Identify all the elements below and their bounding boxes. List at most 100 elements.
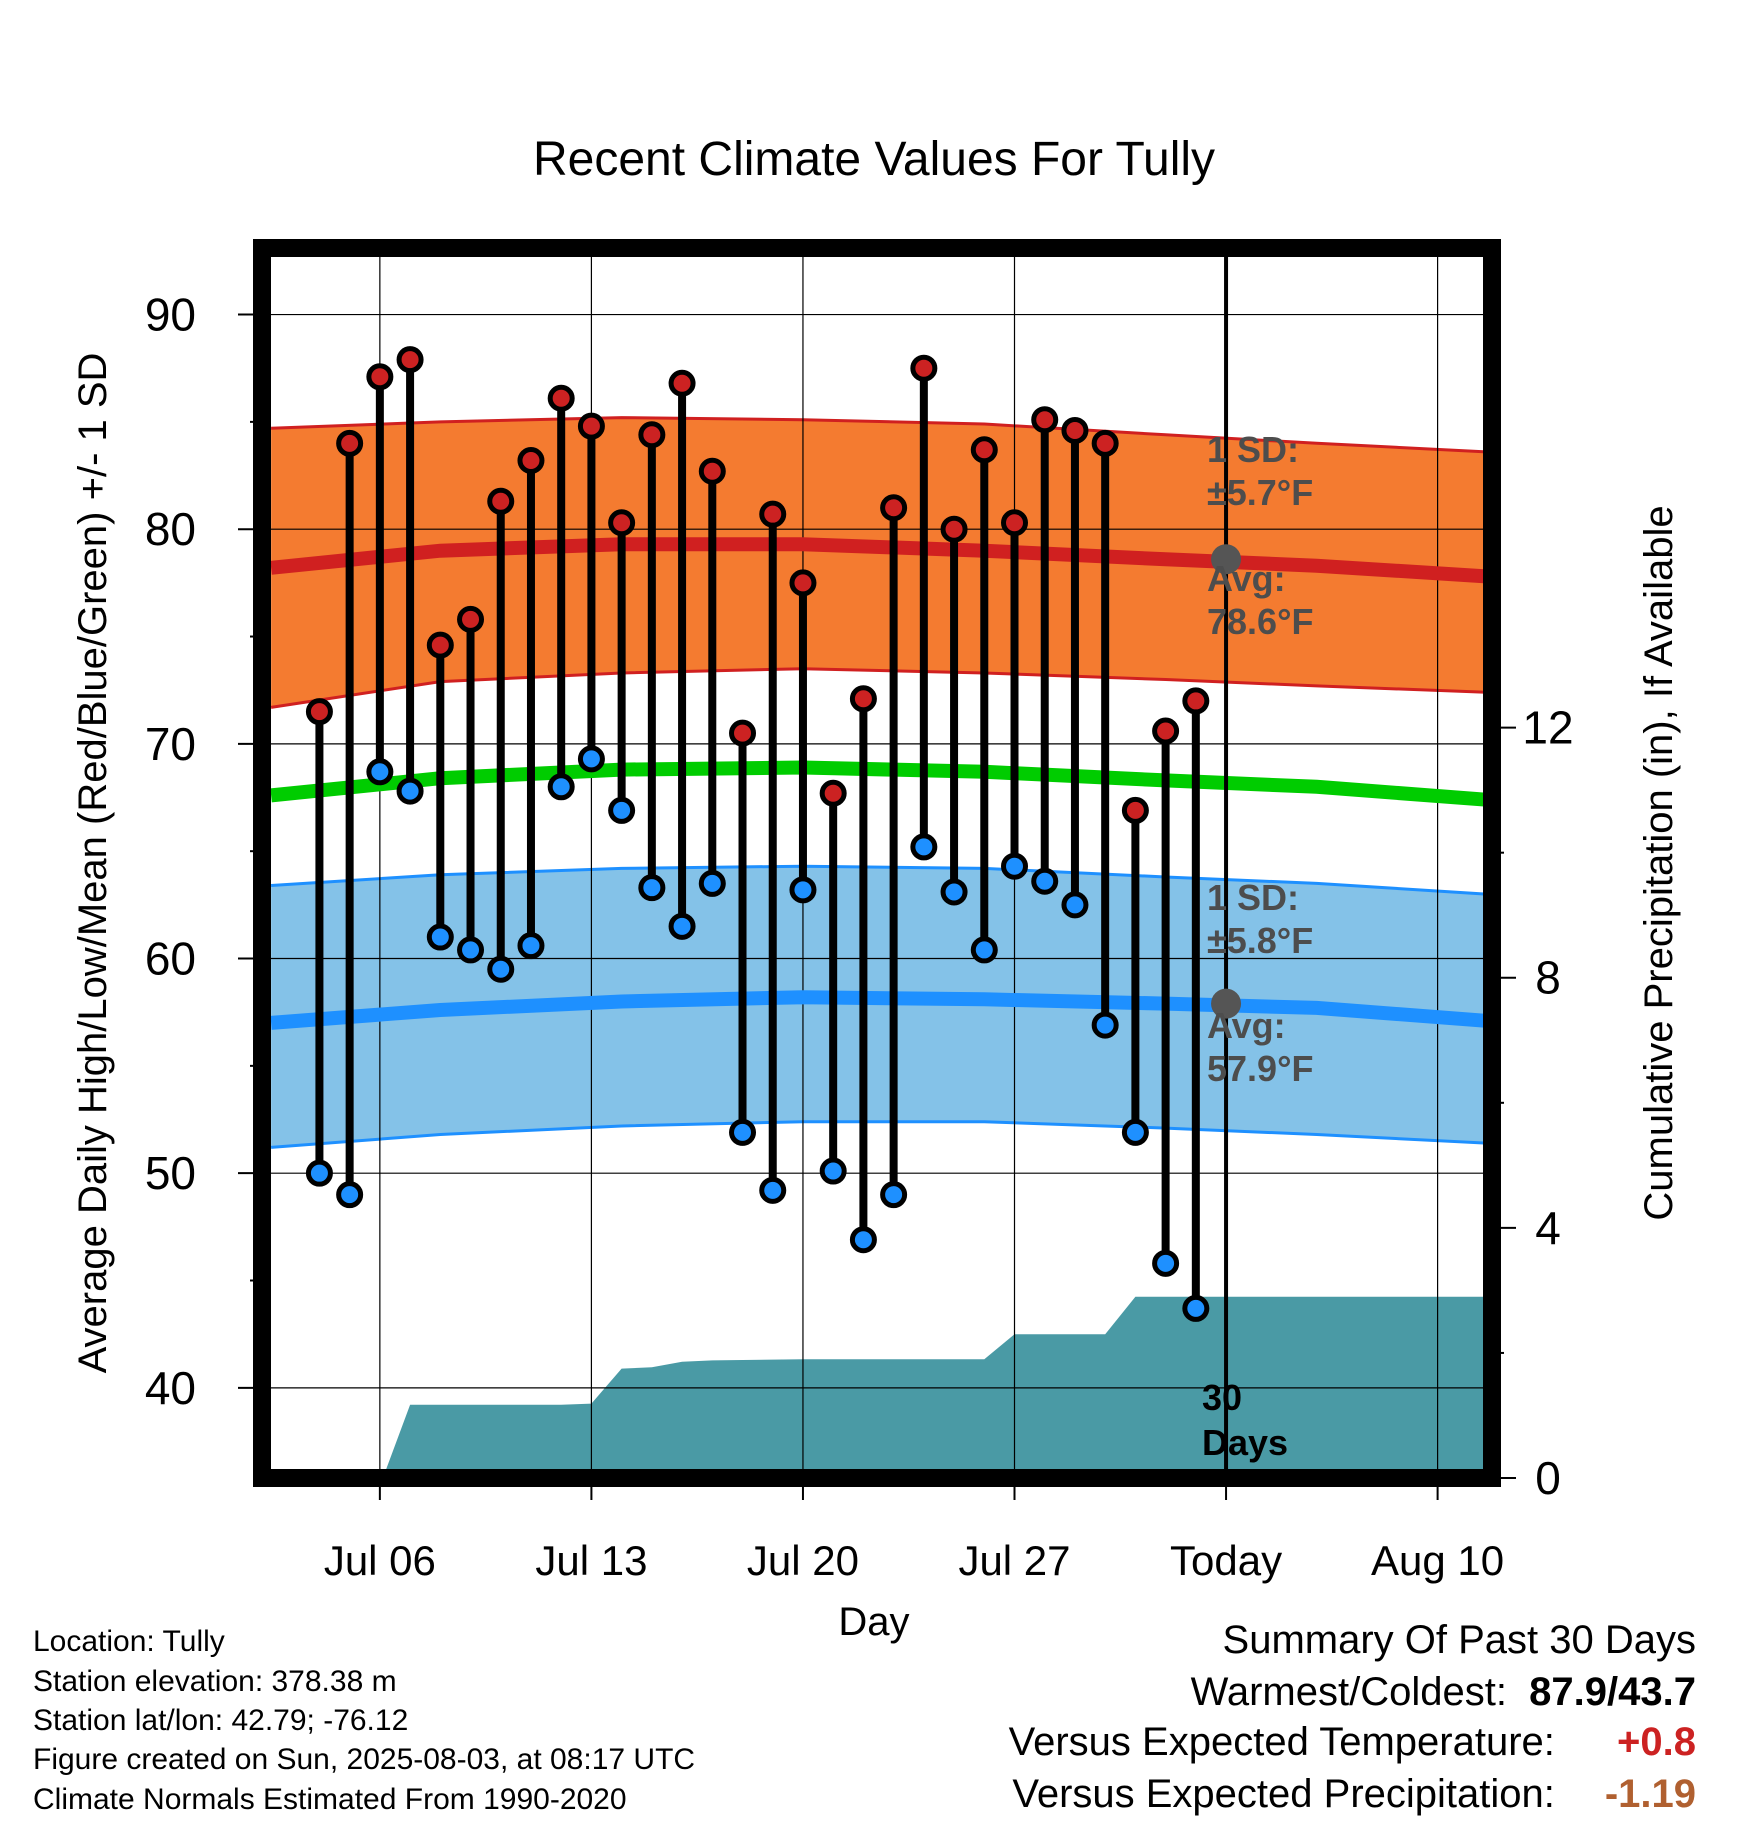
high-temp-point (698, 457, 726, 485)
info-elevation: Station elevation: 378.38 m (33, 1665, 397, 1698)
high-temp-point (577, 412, 605, 440)
y-axis-label: Average Daily High/Low/Mean (Red/Blue/Gr… (71, 353, 115, 1374)
low-temp-point (849, 1226, 877, 1254)
high-temp-point (336, 429, 364, 457)
summary-warm-cold: Warmest/Coldest: 87.9/43.7 (1191, 1670, 1696, 1715)
summary-temp-label: Versus Expected Temperature: (1008, 1720, 1555, 1764)
x-tick-label: Jul 20 (747, 1537, 859, 1584)
high-sd-band (271, 417, 1487, 708)
low-temp-point (1061, 891, 1089, 919)
low-temp-point (698, 869, 726, 897)
y-tick-label: 70 (145, 718, 196, 770)
high-temp-point (819, 779, 847, 807)
x-tick-label: Aug 10 (1371, 1537, 1504, 1584)
today-high-avg-point (1211, 544, 1242, 575)
high-temp-point (487, 487, 515, 515)
low-temp-point (305, 1159, 333, 1187)
high-temp-point (517, 447, 545, 475)
low-temp-point (910, 833, 938, 861)
low-temp-point (336, 1181, 364, 1209)
summary-warm-cold-label: Warmest/Coldest: (1190, 1670, 1507, 1714)
high-temp-point (305, 698, 333, 726)
axes: 40 50 60 70 80 90 0 4 8 12 Jul 06 Jul 13 Jul 20 Jul 2… (145, 289, 1574, 1584)
high-temp-point (1152, 717, 1180, 745)
high-temp-point (880, 494, 908, 522)
low-sd-band (271, 866, 1487, 1148)
high-temp-point (729, 719, 757, 747)
y-tick-label: 80 (145, 503, 196, 555)
high-temp-point (940, 515, 968, 543)
y2-tick-label: 4 (1535, 1202, 1561, 1254)
summary-temp-value: +0.8 (1617, 1720, 1696, 1764)
info-normals-period: Climate Normals Estimated From 1990-2020 (33, 1783, 627, 1816)
plot-frame (253, 239, 1501, 1487)
low-temp-point (1001, 852, 1029, 880)
x-tick-label: Jul 13 (535, 1537, 647, 1584)
summary-precip-label: Versus Expected Precipitation: (1012, 1772, 1555, 1816)
x-tick-label: Jul 06 (324, 1537, 436, 1584)
high-temp-point (547, 384, 575, 412)
high-sd-upper-line (271, 416, 1487, 454)
high-temp-point (1031, 406, 1059, 434)
y-tick-label: 60 (145, 933, 196, 985)
low-temp-point (426, 923, 454, 951)
low-temp-point (487, 955, 515, 983)
info-location: Location: Tully (33, 1625, 225, 1658)
low-temp-point (1091, 1011, 1119, 1039)
high-temp-point (970, 436, 998, 464)
summary-precip-value: -1.19 (1604, 1772, 1696, 1816)
today-low-avg-point (1211, 988, 1242, 1019)
chart-title: Recent Climate Values For Tully (533, 133, 1215, 186)
annotation-high-avg-label: Avg: (1207, 558, 1286, 599)
high-temp-point (759, 500, 787, 528)
info-created: Figure created on Sun, 2025-08-03, at 08… (33, 1743, 696, 1776)
low-temp-point (759, 1176, 787, 1204)
summary-temperature: Versus Expected Temperature: +0.8 (1009, 1720, 1696, 1765)
low-temp-point (970, 936, 998, 964)
high-temp-point (849, 685, 877, 713)
plot-area (262, 248, 1492, 1478)
low-temp-point (668, 912, 696, 940)
low-temp-point (729, 1118, 757, 1146)
high-temp-point (608, 509, 636, 537)
high-temp-point (1182, 687, 1210, 715)
summary-precipitation: Versus Expected Precipitation: -1.19 (1012, 1772, 1696, 1817)
low-temp-point (1182, 1294, 1210, 1322)
x-tick-label: Today (1170, 1537, 1282, 1584)
annotation-high-sd-label: 1 SD: (1207, 429, 1299, 470)
high-temp-point (1121, 796, 1149, 824)
mean-normal-line (270, 760, 1487, 807)
high-temp-point (638, 421, 666, 449)
y2-axis-label: Cumulative Precipitation (in), If Availa… (1637, 505, 1681, 1220)
low-temp-point (940, 878, 968, 906)
low-temp-point (457, 936, 485, 964)
info-latlon: Station lat/lon: 42.79; -76.12 (33, 1704, 409, 1737)
x-tick-label: Jul 27 (958, 1537, 1070, 1584)
x-axis-label: Day (838, 1600, 909, 1644)
low-temp-point (1152, 1249, 1180, 1277)
high-temp-point (426, 631, 454, 659)
y-tick-label: 90 (145, 289, 196, 341)
low-temp-point (880, 1181, 908, 1209)
high-temp-point (668, 369, 696, 397)
annotation-low-sd-label: 1 SD: (1207, 877, 1299, 918)
annotation-high-sd-value: ±5.7°F (1207, 472, 1313, 513)
low-temp-point (608, 796, 636, 824)
low-temp-point (819, 1157, 847, 1185)
annotation-low-avg-label: Avg: (1207, 1005, 1286, 1046)
low-temp-point (1031, 867, 1059, 895)
high-temp-point (1001, 509, 1029, 537)
high-temp-point (789, 569, 817, 597)
low-temp-point (366, 758, 394, 786)
low-temp-point (1121, 1118, 1149, 1146)
low-temp-point (547, 773, 575, 801)
low-temp-point (577, 745, 605, 773)
high-temp-point (457, 605, 485, 633)
annotation-low-avg-value: 57.9°F (1207, 1048, 1313, 1089)
low-temp-point (396, 777, 424, 805)
annotation-days-number: 30 (1202, 1377, 1242, 1418)
annotation-low-sd-value: ±5.8°F (1207, 920, 1313, 961)
annotation-days-word: Days (1202, 1422, 1288, 1463)
